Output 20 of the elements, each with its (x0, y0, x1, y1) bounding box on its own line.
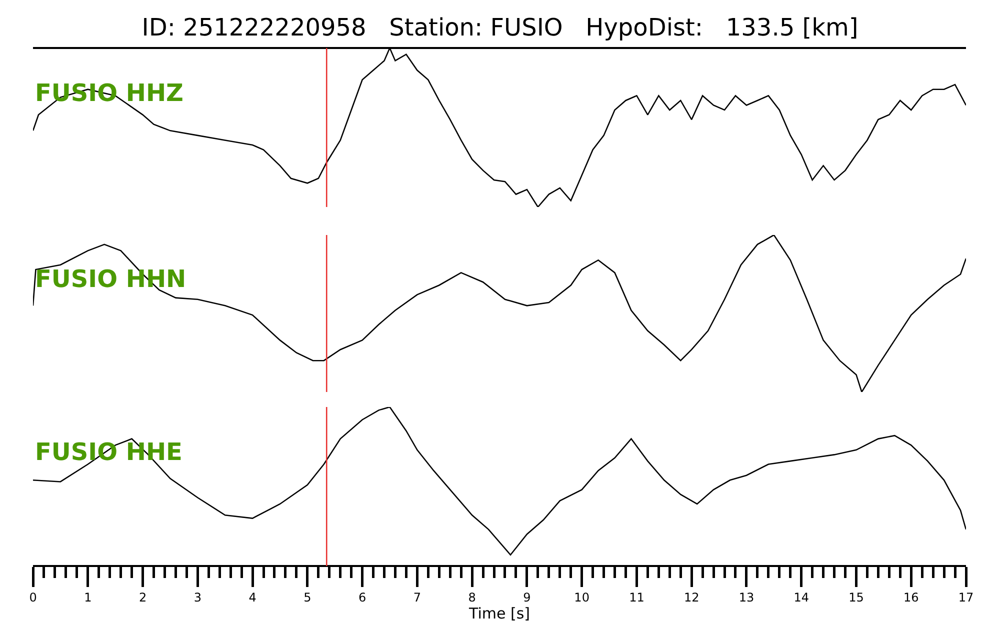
x-tick-label: 5 (304, 590, 312, 604)
x-tick-label: 4 (248, 590, 256, 604)
x-tick-label: 3 (194, 590, 202, 604)
x-tick-label: 12 (684, 590, 700, 604)
x-tick-label: 6 (358, 590, 366, 604)
x-tick-label: 16 (903, 590, 919, 604)
x-tick-label: 10 (574, 590, 590, 604)
x-tick-label: 2 (138, 590, 147, 604)
x-tick-label: 1 (84, 590, 92, 604)
x-tick-label: 17 (958, 590, 974, 604)
x-tick-label: 8 (468, 590, 476, 604)
x-tick-label: 15 (848, 590, 864, 604)
x-tick-label: 9 (523, 590, 531, 604)
x-tick-label: 11 (629, 590, 644, 604)
x-tick-label: 14 (794, 590, 809, 604)
x-tick-label: 13 (738, 590, 754, 604)
x-axis-title: Time [s] (468, 604, 530, 622)
x-tick-label: 0 (29, 590, 37, 604)
chart-title: ID: 251222220958 Station: FUSIO HypoDist: 133.5 [km] (142, 13, 858, 42)
x-tick-label: 7 (413, 590, 421, 604)
